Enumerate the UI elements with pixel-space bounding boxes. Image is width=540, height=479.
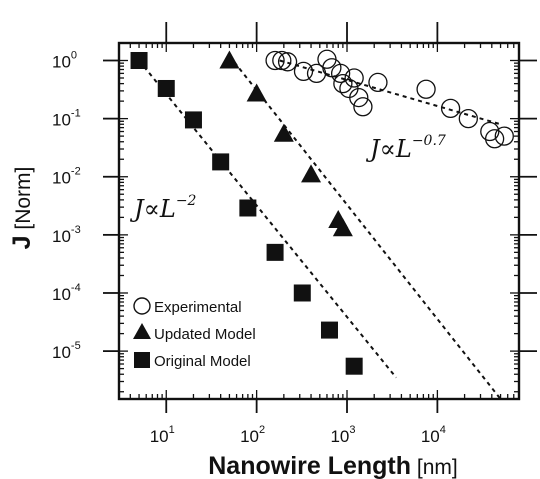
point-experimental bbox=[368, 72, 388, 93]
point-experimental bbox=[265, 50, 285, 71]
point-original-model bbox=[130, 51, 148, 69]
point-experimental bbox=[344, 68, 364, 88]
fit-line-0 bbox=[279, 59, 501, 126]
point-original-model bbox=[320, 321, 338, 339]
x-axis-title: Nanowire Length [nm] bbox=[208, 452, 457, 479]
point-experimental bbox=[458, 108, 478, 129]
point-original-model bbox=[345, 357, 363, 375]
point-experimental bbox=[349, 87, 369, 108]
y-tick-label: 10-5 bbox=[52, 340, 81, 362]
point-experimental bbox=[333, 73, 353, 94]
point-updated-model bbox=[219, 50, 240, 69]
point-original-model bbox=[184, 111, 202, 129]
axis-ticks bbox=[103, 22, 537, 413]
point-experimental bbox=[480, 121, 500, 142]
point-experimental bbox=[440, 98, 461, 119]
point-original-model bbox=[157, 79, 175, 97]
y-tick-label: 10-1 bbox=[52, 108, 81, 130]
legend-triangle-icon bbox=[133, 323, 151, 339]
legend-label-original-model: Original Model bbox=[154, 353, 251, 370]
y-axis-title: J [Norm] bbox=[8, 167, 36, 250]
y-tick-label: 10-3 bbox=[52, 224, 81, 246]
fit-line-1 bbox=[228, 55, 502, 400]
point-experimental bbox=[353, 97, 373, 117]
point-original-model bbox=[293, 284, 311, 302]
x-tick-label: 101 bbox=[150, 424, 175, 446]
point-original-model bbox=[266, 243, 284, 261]
y-tick-label: 10-4 bbox=[52, 282, 81, 304]
point-experimental bbox=[416, 79, 436, 99]
annotation-L-minus-0.7: J∝L−0.7 bbox=[365, 133, 446, 163]
x-tick-label: 102 bbox=[240, 424, 265, 446]
point-experimental bbox=[484, 129, 505, 149]
legend-open-circle-icon bbox=[133, 297, 151, 315]
fit-lines bbox=[138, 55, 502, 400]
point-original-model bbox=[239, 199, 257, 217]
x-tick-label: 103 bbox=[330, 424, 355, 446]
point-experimental bbox=[293, 61, 314, 82]
legend-label-experimental: Experimental bbox=[154, 299, 242, 316]
point-updated-model bbox=[246, 83, 267, 102]
annotation-L-minus-2: J∝L−2 bbox=[129, 193, 197, 223]
point-updated-model bbox=[273, 123, 294, 142]
point-original-model bbox=[212, 153, 230, 171]
legend-square-icon bbox=[134, 352, 150, 368]
y-tick-label: 10-2 bbox=[52, 166, 81, 188]
tick-labels: 101 102 103 104 100 10-1 10-2 10-3 10-4 10-5 bbox=[52, 49, 446, 446]
point-experimental bbox=[277, 52, 298, 72]
x-tick-label: 104 bbox=[421, 424, 446, 446]
data-points bbox=[130, 49, 514, 375]
point-experimental bbox=[330, 63, 351, 84]
y-tick-label: 100 bbox=[52, 49, 77, 71]
legend-label-updated-model: Updated Model bbox=[154, 326, 256, 343]
plot-frame bbox=[117, 41, 521, 401]
point-experimental bbox=[494, 126, 514, 146]
legend: Experimental Updated Model Original Mode… bbox=[133, 297, 256, 370]
point-experimental bbox=[339, 78, 359, 99]
point-updated-model bbox=[301, 164, 322, 183]
point-updated-model bbox=[332, 218, 353, 237]
